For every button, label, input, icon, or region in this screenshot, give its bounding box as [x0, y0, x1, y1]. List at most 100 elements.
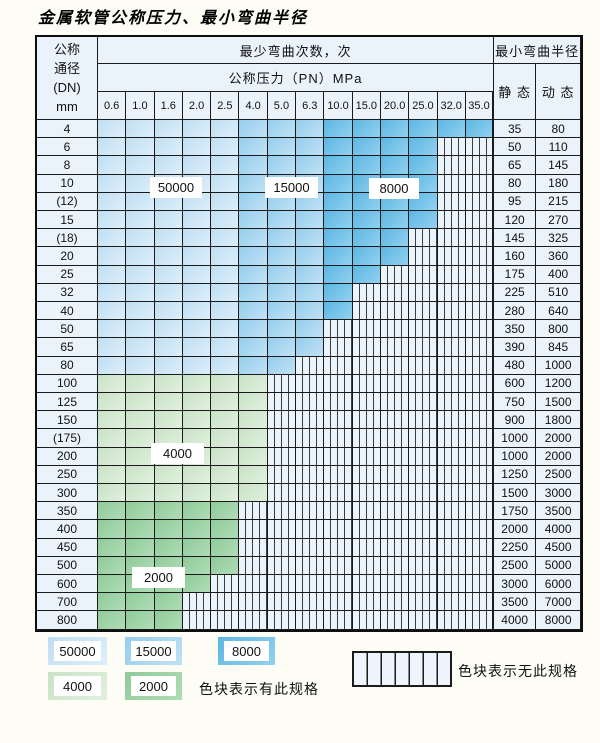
spec-cell-50000: [98, 174, 127, 193]
no-spec-cell: [437, 393, 466, 412]
spec-cell-50000: [182, 356, 212, 375]
no-spec-cell: [352, 283, 381, 303]
no-spec-cell: [296, 411, 325, 430]
spec-cell-15000: [239, 247, 268, 266]
spec-cell-8000: [380, 156, 410, 175]
no-spec-cell: [380, 338, 410, 357]
spec-cell-8000: [352, 229, 381, 248]
spec-cell-8000: [324, 265, 353, 284]
static-radius-cell: 2000: [494, 520, 537, 539]
spec-cell-50000: [126, 192, 155, 212]
spec-cell-50000: [98, 120, 127, 139]
spec-cell-50000: [98, 211, 127, 230]
static-radius-cell: 390: [494, 338, 537, 357]
dn-cell: 350: [37, 502, 98, 521]
no-spec-cell: [324, 393, 353, 412]
static-radius-cell: 120: [494, 211, 537, 230]
spec-cell-2000: [211, 556, 240, 576]
spec-cell-8000: [409, 156, 438, 175]
dn-cell: 40: [37, 302, 98, 321]
dn-cell: (175): [37, 429, 98, 448]
spec-cell-50000: [211, 356, 240, 375]
static-radius-cell: 35: [494, 120, 537, 139]
spec-cell-4000: [182, 411, 212, 430]
dynamic-radius-cell: 215: [536, 192, 582, 212]
spec-cell-15000: [239, 120, 268, 139]
spec-cell-4000: [98, 429, 127, 448]
no-spec-cell: [267, 593, 297, 612]
no-spec-cell: [380, 556, 410, 576]
no-spec-cell: [267, 575, 297, 594]
no-spec-cell: [267, 556, 297, 576]
spec-cell-50000: [182, 338, 212, 357]
no-spec-cell: [267, 502, 297, 521]
no-spec-cell: [437, 338, 466, 357]
no-spec-cell: [296, 502, 325, 521]
spec-cell-8000: [409, 120, 438, 139]
spec-cell-50000: [98, 229, 127, 248]
spec-cell-15000: [267, 229, 297, 248]
spec-cell-50000: [211, 229, 240, 248]
spec-cell-4000: [239, 484, 268, 503]
dynamic-radius-cell: 1500: [536, 393, 582, 412]
no-spec-cell: [380, 411, 410, 430]
spec-cell-8000: [324, 283, 353, 303]
spec-cell-15000: [296, 138, 325, 157]
spec-cell-4000: [239, 393, 268, 412]
static-radius-cell: 280: [494, 302, 537, 321]
spec-cell-50000: [126, 138, 155, 157]
spec-cell-2000: [98, 556, 127, 576]
no-spec-cell: [437, 247, 466, 266]
spec-cell-4000: [154, 465, 183, 485]
no-spec-cell: [296, 465, 325, 485]
static-radius-cell: 2500: [494, 556, 537, 576]
static-radius-cell: 4000: [494, 611, 537, 630]
no-spec-cell: [409, 429, 438, 448]
dn-cell: 700: [37, 593, 98, 612]
spec-cell-8000: [352, 265, 381, 284]
no-spec-cell: [324, 575, 353, 594]
spec-cell-50000: [126, 356, 155, 375]
spec-cell-8000: [352, 138, 381, 157]
spec-cell-8000: [409, 211, 438, 230]
legend-value-4000: 4000: [54, 676, 101, 696]
spec-cell-4000: [239, 429, 268, 448]
static-radius-cell: 1750: [494, 502, 537, 521]
spec-cell-50000: [154, 283, 183, 303]
spec-cell-2000: [182, 502, 212, 521]
no-spec-cell: [409, 465, 438, 485]
no-spec-cell: [437, 138, 466, 157]
no-spec-cell: [380, 302, 410, 321]
no-spec-cell: [465, 138, 495, 157]
spec-cell-50000: [154, 138, 183, 157]
no-spec-cell: [437, 538, 466, 557]
static-radius-cell: 1000: [494, 429, 537, 448]
no-spec-cell: [465, 502, 495, 521]
spec-cell-4000: [98, 393, 127, 412]
spec-cell-50000: [211, 302, 240, 321]
static-radius-cell: 160: [494, 247, 537, 266]
no-spec-cell: [324, 593, 353, 612]
spec-cell-15000: [239, 192, 268, 212]
no-spec-cell: [465, 611, 495, 630]
spec-cell-15000: [267, 302, 297, 321]
pressure-header-cell: 25.0: [409, 92, 438, 120]
dynamic-radius-cell: 360: [536, 247, 582, 266]
region-label-4000: 4000: [151, 443, 204, 464]
no-spec-cell: [380, 484, 410, 503]
no-spec-cell: [352, 484, 381, 503]
legend-swatch-4000: 4000: [48, 672, 107, 700]
no-spec-cell: [409, 556, 438, 576]
no-spec-cell: [465, 302, 495, 321]
dynamic-radius-cell: 5000: [536, 556, 582, 576]
no-spec-cell: [465, 247, 495, 266]
dynamic-radius-cell: 510: [536, 283, 582, 303]
dynamic-radius-cell: 3500: [536, 502, 582, 521]
dynamic-radius-cell: 1800: [536, 411, 582, 430]
static-radius-cell: 2250: [494, 538, 537, 557]
spec-cell-15000: [267, 356, 297, 375]
no-spec-cell: [352, 429, 381, 448]
spec-cell-50000: [98, 356, 127, 375]
spec-cell-50000: [211, 192, 240, 212]
spec-cell-15000: [239, 283, 268, 303]
